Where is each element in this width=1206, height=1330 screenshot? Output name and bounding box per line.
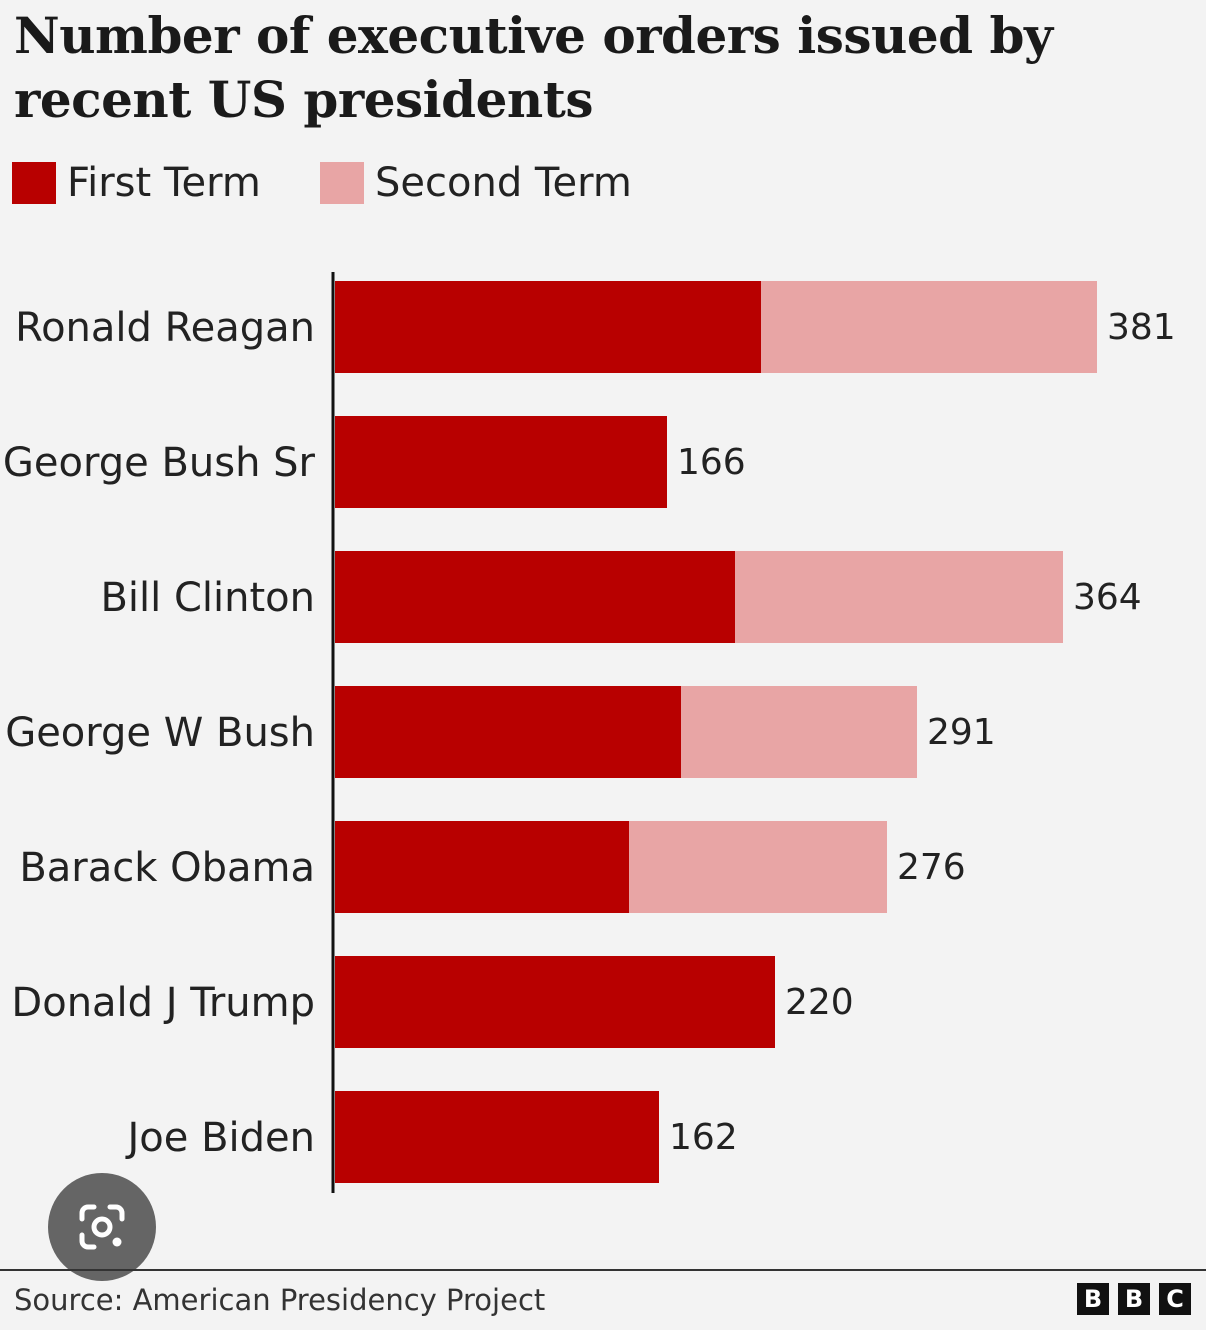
legend-label-second-term: Second Term: [375, 160, 632, 206]
bar-first-term-ronald-reagan: [335, 281, 761, 373]
category-label: Ronald Reagan: [15, 305, 315, 351]
legend-label-first-term: First Term: [67, 160, 261, 206]
value-label: 220: [785, 982, 854, 1023]
bbc-logo-letter: C: [1159, 1283, 1191, 1315]
value-label: 166: [677, 442, 746, 483]
bbc-logo-letter: B: [1118, 1283, 1150, 1315]
lens-search-button[interactable]: [48, 1173, 156, 1281]
footer-divider: [0, 1269, 1206, 1271]
bbc-logo-letter: B: [1077, 1283, 1109, 1315]
chart-title: Number of executive orders issued by rec…: [14, 6, 1053, 129]
value-label: 276: [897, 847, 966, 888]
category-label: George Bush Sr: [3, 440, 316, 486]
category-label: Barack Obama: [19, 845, 315, 891]
bar-second-term-george-w-bush: [681, 686, 917, 778]
category-label: George W Bush: [5, 710, 315, 756]
source-note: Source: American Presidency Project: [14, 1283, 546, 1317]
legend-swatch-second-term: [320, 162, 364, 204]
bar-first-term-barack-obama: [335, 821, 629, 913]
bar-first-term-george-w-bush: [335, 686, 681, 778]
category-label: Donald J Trump: [11, 980, 315, 1026]
bar-first-term-george-bush-sr: [335, 416, 667, 508]
value-label: 364: [1073, 577, 1142, 618]
bar-first-term-donald-j-trump: [335, 956, 775, 1048]
bar-first-term-bill-clinton: [335, 551, 735, 643]
value-label: 291: [927, 712, 996, 753]
bar-second-term-bill-clinton: [735, 551, 1063, 643]
value-label: 381: [1107, 307, 1176, 348]
bar-second-term-barack-obama: [629, 821, 887, 913]
legend-swatch-first-term: [12, 162, 56, 204]
google-lens-camera-icon: [79, 1204, 125, 1250]
bar-chart: Ronald Reagan 381 George Bush Sr 166 Bill Cl…: [3, 272, 1176, 1193]
bar-second-term-ronald-reagan: [761, 281, 1097, 373]
bar-first-term-joe-biden: [335, 1091, 659, 1183]
category-label: Joe Biden: [125, 1115, 316, 1161]
category-label: Bill Clinton: [100, 575, 315, 621]
value-label: 162: [669, 1117, 738, 1158]
